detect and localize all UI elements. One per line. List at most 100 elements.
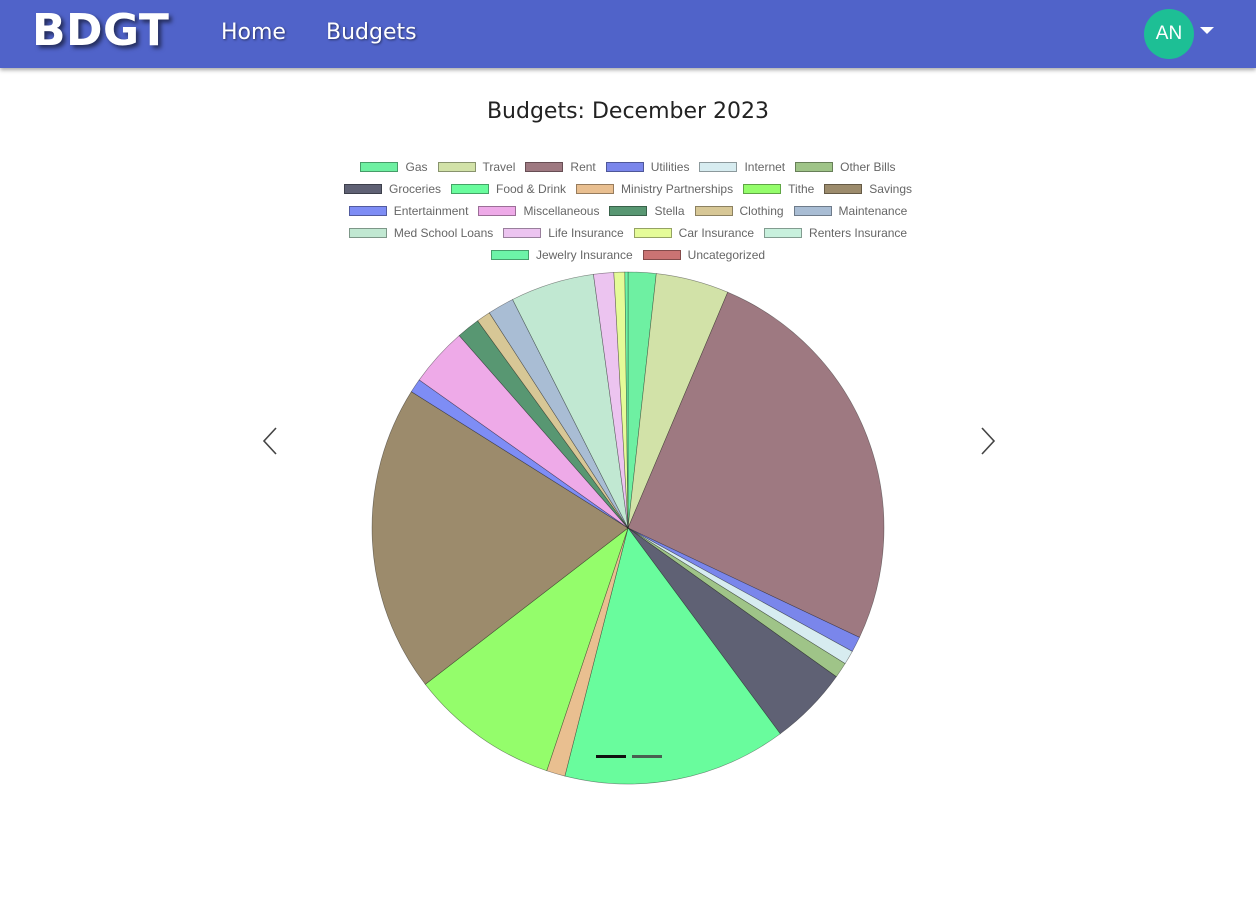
pie-slice-other-bills[interactable] xyxy=(627,527,846,678)
legend-label: Utilities xyxy=(650,160,690,174)
legend-label: Med School Loans xyxy=(393,226,494,240)
legend-swatch xyxy=(609,206,648,216)
legend-item[interactable]: Ministry Partnerships xyxy=(576,182,733,196)
legend-label: Miscellaneous xyxy=(523,204,600,218)
legend-label: Travel xyxy=(482,160,516,174)
legend-label: Clothing xyxy=(739,204,784,218)
legend-item[interactable]: Other Bills xyxy=(795,160,896,174)
pie-slice-travel[interactable] xyxy=(627,273,729,529)
avatar[interactable]: AN xyxy=(1144,9,1194,59)
legend-item[interactable]: Maintenance xyxy=(793,204,908,218)
legend-label: Internet xyxy=(744,160,786,174)
nav-budgets-link[interactable]: Budgets xyxy=(326,20,417,45)
pie-slice-maintenance[interactable] xyxy=(488,299,629,529)
navbar: BDGT Home Budgets AN xyxy=(0,0,1256,68)
nav-home-link[interactable]: Home xyxy=(221,20,286,45)
legend-label: Jewelry Insurance xyxy=(535,248,633,262)
pie-slice-stella[interactable] xyxy=(458,320,629,529)
legend-label: Stella xyxy=(654,204,685,218)
legend-row: Gas Travel Rent Utilities Internet Other Bill… xyxy=(280,156,976,178)
legend-item[interactable]: Tithe xyxy=(743,182,814,196)
legend-swatch xyxy=(633,228,672,238)
legend-swatch xyxy=(360,162,399,172)
pie-slice-jewelry-insurance[interactable] xyxy=(624,271,629,529)
legend-swatch xyxy=(343,184,382,194)
legend-swatch xyxy=(795,162,834,172)
legend-swatch xyxy=(642,250,681,260)
brand-logo[interactable]: BDGT xyxy=(32,5,170,56)
legend-swatch xyxy=(490,250,529,260)
legend-item[interactable]: Rent xyxy=(525,160,596,174)
legend-swatch xyxy=(793,206,832,216)
legend-swatch xyxy=(525,162,564,172)
legend-item[interactable]: Savings xyxy=(824,182,912,196)
legend-swatch xyxy=(348,206,387,216)
legend-item[interactable]: Food & Drink xyxy=(451,182,566,196)
pie-slice-gas[interactable] xyxy=(627,271,657,529)
legend-item[interactable]: Gas xyxy=(360,160,428,174)
pie-slice-tithe[interactable] xyxy=(424,527,629,772)
chevron-left-icon[interactable] xyxy=(256,424,286,458)
chart-title: Budgets: December 2023 xyxy=(486,99,770,124)
budget-pie-chart xyxy=(371,271,885,785)
legend-swatch xyxy=(824,184,863,194)
carousel-indicator-active[interactable] xyxy=(596,755,626,758)
legend-item[interactable]: Internet xyxy=(699,160,785,174)
pie-slice-med-school-loans[interactable] xyxy=(512,274,629,529)
legend-label: Entertainment xyxy=(393,204,469,218)
legend-swatch xyxy=(503,228,542,238)
legend-item[interactable]: Uncategorized xyxy=(642,248,766,262)
legend-item[interactable]: Car Insurance xyxy=(633,226,755,240)
legend-label: Other Bills xyxy=(840,160,896,174)
legend-swatch xyxy=(348,228,387,238)
legend-item[interactable]: Stella xyxy=(609,204,685,218)
legend-item[interactable]: Utilities xyxy=(605,160,690,174)
pie-slice-internet[interactable] xyxy=(627,527,853,665)
pie-slice-groceries[interactable] xyxy=(627,527,837,735)
legend-label: Uncategorized xyxy=(687,248,766,262)
legend-swatch xyxy=(764,228,803,238)
pie-slice-rent[interactable] xyxy=(627,291,885,638)
legend-label: Ministry Partnerships xyxy=(621,182,734,196)
legend-swatch xyxy=(694,206,733,216)
legend-label: Groceries xyxy=(388,182,441,196)
pie-slice-utilities[interactable] xyxy=(627,527,860,652)
pie-slice-savings[interactable] xyxy=(371,391,629,685)
pie-slice-ministry-partnerships[interactable] xyxy=(546,527,629,777)
legend-item[interactable]: Groceries xyxy=(343,182,441,196)
chart-legend: Gas Travel Rent Utilities Internet Other Bill… xyxy=(280,156,976,266)
legend-item[interactable]: Miscellaneous xyxy=(478,204,599,218)
legend-label: Food & Drink xyxy=(496,182,567,196)
legend-item[interactable]: Travel xyxy=(437,160,516,174)
legend-item[interactable]: Med School Loans xyxy=(348,226,494,240)
legend-label: Tithe xyxy=(788,182,815,196)
legend-label: Renters Insurance xyxy=(809,226,908,240)
legend-item[interactable]: Entertainment xyxy=(348,204,469,218)
legend-item[interactable]: Clothing xyxy=(694,204,784,218)
legend-label: Maintenance xyxy=(838,204,908,218)
legend-row: Groceries Food & Drink Ministry Partnershi… xyxy=(280,178,976,200)
legend-item[interactable]: Renters Insurance xyxy=(764,226,907,240)
legend-label: Life Insurance xyxy=(548,226,624,240)
legend-row: Entertainment Miscellaneous Stella Clothing… xyxy=(280,200,976,222)
legend-label: Car Insurance xyxy=(678,226,755,240)
pie-slice-miscellaneous[interactable] xyxy=(418,335,629,529)
chevron-right-icon[interactable] xyxy=(974,424,1004,458)
legend-item[interactable]: Jewelry Insurance xyxy=(490,248,633,262)
pie-slice-car-insurance[interactable] xyxy=(613,271,629,529)
legend-swatch xyxy=(451,184,489,194)
pie-slice-life-insurance[interactable] xyxy=(593,272,629,529)
chevron-down-icon[interactable] xyxy=(1200,27,1214,34)
legend-swatch xyxy=(743,184,782,194)
carousel-indicator[interactable] xyxy=(632,755,662,758)
legend-swatch xyxy=(699,162,738,172)
legend-swatch xyxy=(478,206,517,216)
pie-slice-food-drink[interactable] xyxy=(564,527,781,785)
legend-swatch xyxy=(605,162,644,172)
legend-label: Savings xyxy=(869,182,912,196)
pie-slice-entertainment[interactable] xyxy=(410,379,629,529)
legend-item[interactable]: Life Insurance xyxy=(503,226,624,240)
legend-label: Rent xyxy=(570,160,596,174)
pie-slice-clothing[interactable] xyxy=(477,312,629,529)
legend-row: Med School Loans Life Insurance Car Insura… xyxy=(280,222,976,244)
